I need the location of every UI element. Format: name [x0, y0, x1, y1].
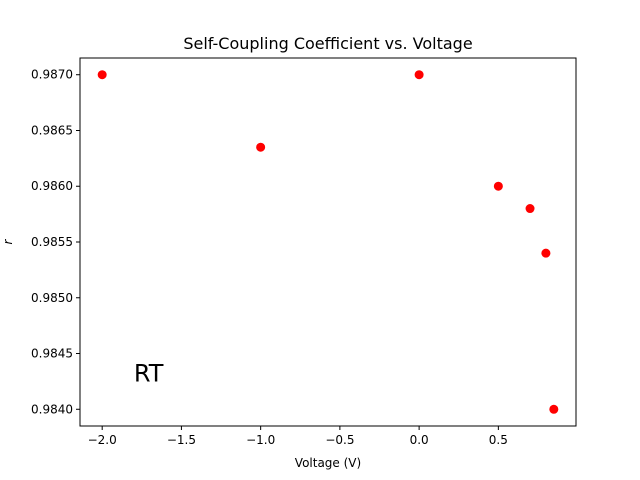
y-tick-label: 0.9850	[31, 291, 73, 305]
data-point	[541, 248, 551, 258]
y-tick-label: 0.9860	[31, 179, 73, 193]
x-tick-label: 0.5	[489, 433, 508, 447]
y-axis: 0.9840 0.9845 0.9850 0.9855 0.9860 0.9865 0.98…	[31, 68, 80, 416]
y-tick-label: 0.9845	[31, 347, 73, 361]
x-tick-label: −0.5	[325, 433, 354, 447]
data-point	[549, 404, 559, 414]
annotation-label: RT	[134, 359, 164, 387]
data-point	[414, 70, 424, 80]
y-tick-label: 0.9865	[31, 123, 73, 137]
x-tick-label: 0.0	[410, 433, 429, 447]
data-point	[256, 142, 266, 152]
data-point	[97, 70, 107, 80]
x-tick-label: −1.5	[167, 433, 196, 447]
data-point	[525, 204, 535, 214]
data-point	[493, 181, 503, 191]
x-tick-label: −2.0	[88, 433, 117, 447]
y-tick-label: 0.9870	[31, 68, 73, 82]
x-tick-label: −1.0	[246, 433, 275, 447]
y-tick-label: 0.9840	[31, 402, 73, 416]
annotations: RT	[134, 359, 164, 387]
y-tick-label: 0.9855	[31, 235, 73, 249]
x-axis: −2.0 −1.5 −1.0 −0.5 0.0 0.5	[88, 426, 508, 447]
chart-title: Self-Coupling Coefficient vs. Voltage	[183, 34, 472, 53]
x-axis-label: Voltage (V)	[295, 456, 361, 470]
data-points	[97, 70, 559, 414]
y-axis-label: r	[1, 238, 15, 244]
